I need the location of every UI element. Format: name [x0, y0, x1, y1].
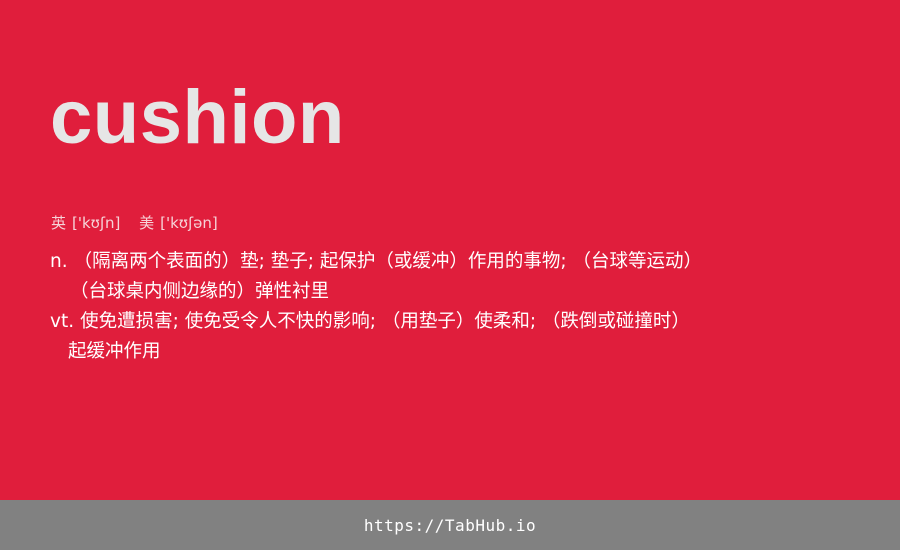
definition-verb-text: 使免遭损害; 使免受令人不快的影响; （用垫子）使柔和; （跌倒或碰撞时） [80, 311, 690, 332]
uk-label: 英 [51, 214, 67, 232]
us-ipa: ['kʊʃən] [160, 214, 218, 232]
definition-noun: n. （隔离两个表面的）垫; 垫子; 起保护（或缓冲）作用的事物; （台球等运动） [50, 247, 870, 277]
us-phonetic: 美 ['kʊʃən] [139, 214, 218, 232]
part-of-speech-verb: vt. [50, 311, 75, 332]
definition-verb-continued: 起缓冲作用 [68, 341, 161, 362]
part-of-speech-noun: n. [50, 251, 68, 272]
phonetics-row: 英 ['kʊʃn] 美 ['kʊʃən] [51, 213, 232, 233]
word-card: cushion 英 ['kʊʃn] 美 ['kʊʃən] n. （隔离两个表面的）垫;… [50, 75, 870, 367]
definition-noun-continued: （台球桌内侧边缘的）弹性衬里 [70, 281, 330, 302]
headword: cushion [50, 75, 345, 160]
footer-link[interactable]: https://TabHub.io [363, 515, 537, 535]
footer-bar: https://TabHub.io [0, 500, 900, 550]
us-label: 美 [139, 214, 155, 232]
definition-verb: vt. 使免遭损害; 使免受令人不快的影响; （用垫子）使柔和; （跌倒或碰撞时） [50, 307, 870, 337]
uk-phonetic: 英 ['kʊʃn] [51, 214, 125, 232]
definitions: n. （隔离两个表面的）垫; 垫子; 起保护（或缓冲）作用的事物; （台球等运动）… [50, 247, 870, 367]
uk-ipa: ['kʊʃn] [72, 214, 121, 232]
definition-noun-text: （隔离两个表面的）垫; 垫子; 起保护（或缓冲）作用的事物; （台球等运动） [73, 251, 702, 272]
